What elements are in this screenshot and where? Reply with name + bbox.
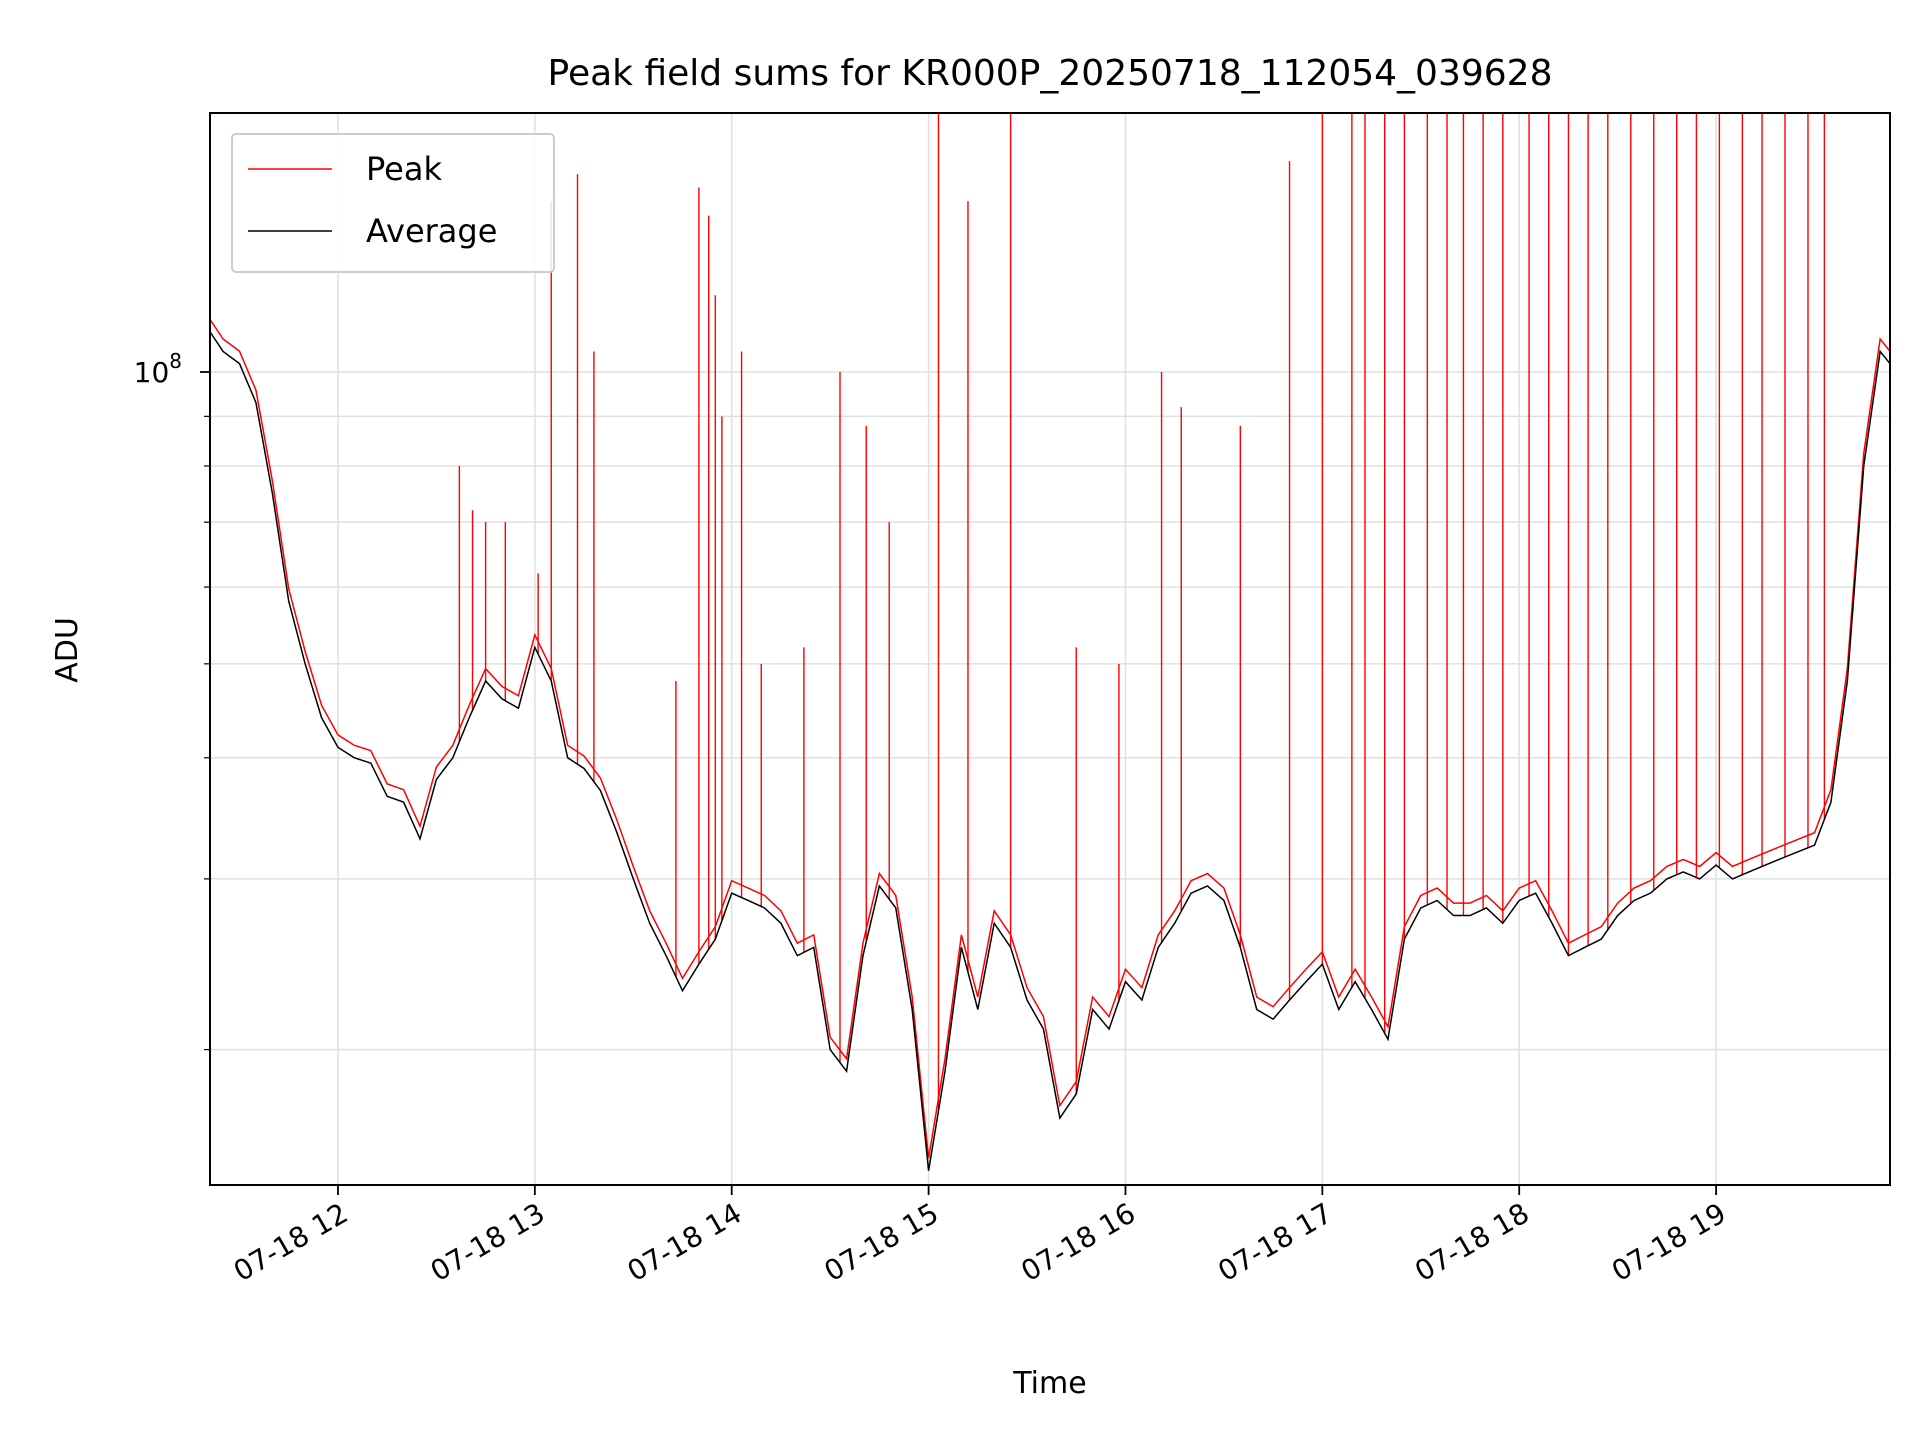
legend-peak-label: Peak <box>366 150 442 188</box>
plot-frame <box>209 112 1891 1186</box>
y-axis-title: ADU <box>50 617 85 683</box>
legend-average-label: Average <box>366 212 497 250</box>
peak-series-line <box>209 319 1891 1159</box>
legend: Peak Average <box>231 133 555 273</box>
x-axis-title: Time <box>1012 1366 1086 1401</box>
y-tick-label-exponent: 8 <box>169 349 182 373</box>
plot-area <box>209 113 1891 1171</box>
chart-title: Peak field sums for KR000P_20250718_1120… <box>548 53 1553 94</box>
average-series-line <box>209 331 1891 1171</box>
